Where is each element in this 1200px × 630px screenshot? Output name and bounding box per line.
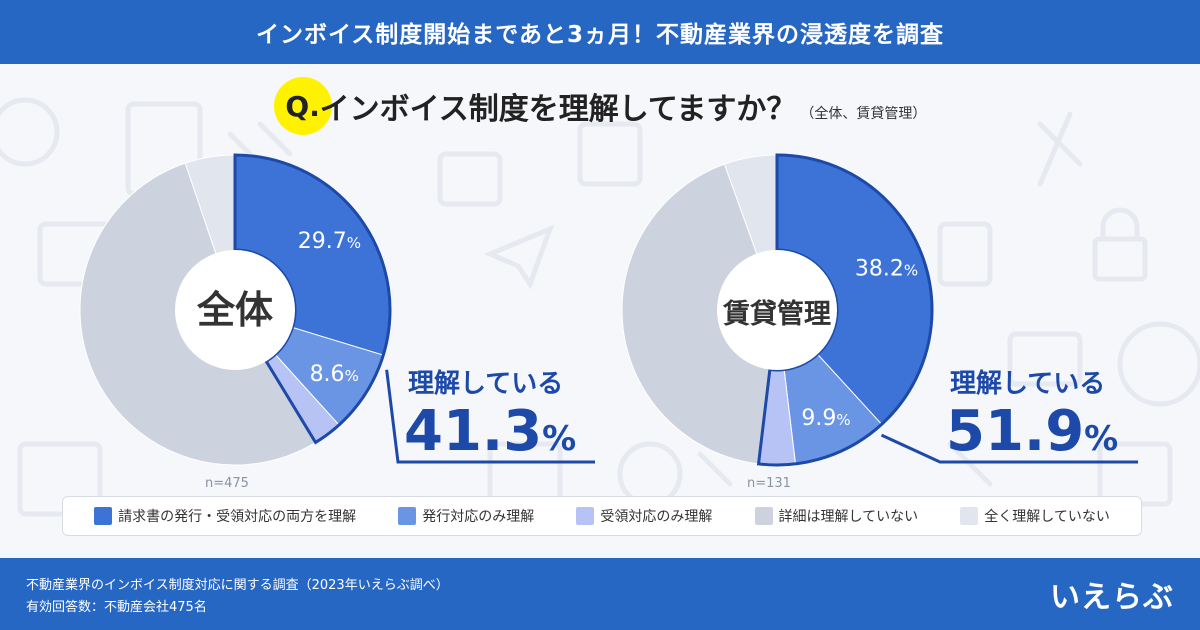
chat-icon (437, 151, 503, 207)
legend-swatch (754, 507, 773, 525)
callout-line (385, 369, 595, 464)
understanding-label: 理解している (950, 369, 1105, 399)
sample-size-label: n=131 (747, 476, 791, 491)
data-label-unit: % (904, 261, 918, 279)
data-label: 8.6% (310, 362, 359, 387)
question-badge: Q. (273, 77, 332, 135)
lock-icon (1092, 236, 1148, 282)
legend-label: 発行対応のみ理解 (422, 509, 535, 525)
donut-center-title: 賃貸管理 (722, 298, 831, 330)
data-label-unit: % (345, 367, 359, 385)
footer-banner: 不動産業界のインボイス制度対応に関する調査（2023年いえらぶ調べ） 有効回答数… (0, 558, 1200, 630)
legend-swatch (398, 507, 417, 525)
legend-swatch (94, 507, 113, 525)
newspaper-icon (17, 441, 103, 517)
question-text: インボイス制度を理解してますか？ (319, 92, 797, 127)
legend: 請求書の発行・受領対応の両方を理解 発行対応のみ理解 受領対応のみ理解 詳細は理… (62, 496, 1142, 536)
legend-item-not-at-all: 全く理解していない (960, 506, 1110, 526)
understanding-value: 41.3% (404, 399, 576, 464)
understanding-unit: % (1084, 419, 1118, 459)
paper-plane-icon (483, 224, 555, 290)
understanding-unit: % (542, 419, 576, 459)
legend-label: 請求書の発行・受領対応の両方を理解 (118, 509, 357, 525)
globe-icon (0, 97, 60, 167)
legend-label: 受領対応のみ理解 (600, 509, 713, 525)
chart-icon (1117, 321, 1200, 407)
legend-swatch (576, 507, 595, 525)
legend-label: 全く理解していない (984, 509, 1110, 525)
sample-size-label: n=475 (205, 476, 249, 491)
question-subtext: （全体、賃貸管理） (800, 106, 927, 122)
wrench-icon (697, 441, 993, 487)
callout-line (880, 433, 1138, 464)
legend-item-receive-only: 受領対応のみ理解 (576, 506, 712, 526)
understanding-value: 51.9% (946, 399, 1118, 464)
donut-hole (175, 250, 295, 370)
data-label: 29.7% (298, 229, 361, 254)
header-banner: インボイス制度開始まであと3ヵ月！不動産業界の浸透度を調査 (0, 0, 1200, 64)
document-icon (577, 121, 643, 187)
question-heading: Q. インボイス制度を理解してますか？ （全体、賃貸管理） (0, 77, 1200, 135)
respondent-count: 有効回答数：不動産会社475名 (26, 600, 207, 615)
database-icon (937, 221, 993, 287)
tablet-icon (1007, 331, 1083, 387)
understanding-label: 理解している (408, 369, 563, 399)
brand-logo: いえらぶ (1050, 580, 1174, 615)
data-label-unit: % (836, 411, 850, 429)
donut-hole (717, 250, 837, 370)
donut-center-title: 全体 (196, 288, 273, 332)
legend-label: 詳細は理解していない (778, 509, 919, 525)
legend-item-issue-only: 発行対応のみ理解 (398, 506, 534, 526)
legend-item-both: 請求書の発行・受領対応の両方を理解 (94, 506, 356, 526)
legend-swatch (960, 507, 979, 525)
pie-slice (621, 163, 778, 465)
source-note: 不動産業界のインボイス制度対応に関する調査（2023年いえらぶ調べ） (26, 578, 449, 593)
question-mark-label: Q. (285, 89, 320, 123)
data-label: 9.9% (801, 406, 850, 431)
data-label: 38.2% (855, 256, 918, 281)
data-label-unit: % (347, 234, 361, 252)
tools-icon (1037, 111, 1083, 187)
legend-item-detail-not: 詳細は理解していない (754, 506, 919, 526)
header-title: インボイス制度開始まであと3ヵ月！不動産業界の浸透度を調査 (255, 22, 945, 48)
donut-charts: 全体29.7%8.6%n=475理解している41.3%賃貸管理38.2%9.9%… (79, 153, 1138, 491)
